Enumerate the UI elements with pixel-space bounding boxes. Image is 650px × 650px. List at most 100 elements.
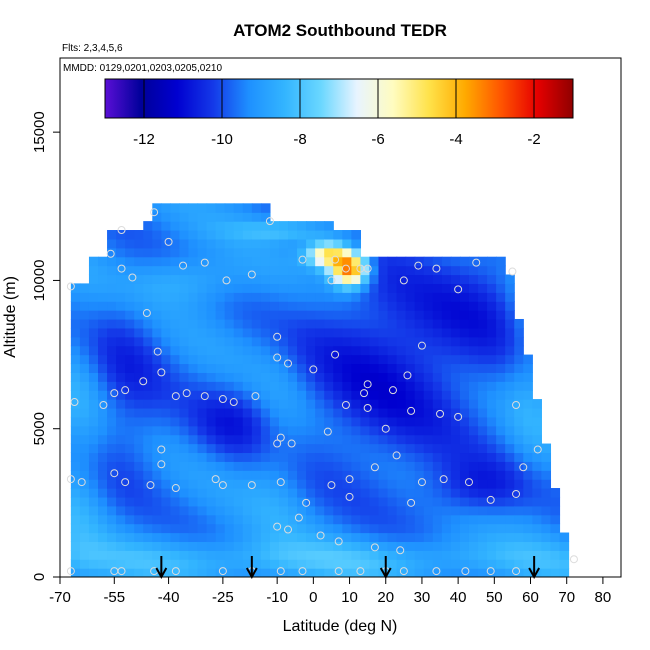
- heatmap-cell: [107, 274, 117, 284]
- heatmap-cell: [242, 363, 253, 373]
- heatmap-cell: [423, 265, 434, 276]
- heatmap-cell: [278, 381, 289, 391]
- heatmap-cell: [70, 425, 81, 436]
- heatmap-cell: [468, 532, 479, 543]
- heatmap-cell: [288, 505, 298, 516]
- heatmap-cell: [251, 345, 262, 356]
- heatmap-cell: [306, 274, 316, 284]
- heatmap-cell: [396, 434, 407, 445]
- heatmap-cell: [269, 256, 280, 267]
- sample-point: [200, 392, 209, 401]
- sample-point: [128, 273, 137, 282]
- heatmap-cell: [487, 407, 497, 418]
- heatmap-cell: [369, 256, 380, 267]
- sample-point: [454, 285, 463, 294]
- heatmap-cell: [206, 265, 217, 276]
- heatmap-cell: [251, 265, 262, 276]
- heatmap-cell: [369, 488, 380, 498]
- heatmap-cell: [70, 301, 81, 311]
- heatmap-cell: [242, 434, 253, 445]
- heatmap-cell: [414, 256, 425, 267]
- heatmap-cell: [360, 310, 371, 320]
- heatmap-cell: [324, 470, 334, 480]
- heatmap-cell: [459, 292, 470, 302]
- heatmap-cell: [134, 381, 144, 391]
- heatmap-cell: [450, 496, 461, 507]
- heatmap-cell: [152, 310, 162, 320]
- heatmap-cell: [369, 568, 380, 577]
- x-tick-label: 80: [595, 589, 612, 606]
- heatmap-cell: [70, 381, 81, 391]
- heatmap-cell: [107, 407, 117, 418]
- heatmap-cell: [324, 461, 334, 471]
- heatmap-cell: [224, 505, 235, 516]
- heatmap-cell: [161, 532, 171, 543]
- heatmap-cell: [441, 318, 452, 329]
- heatmap-cell: [351, 559, 362, 569]
- heatmap-cell: [297, 461, 307, 471]
- heatmap-cell: [306, 247, 316, 258]
- heatmap-cell: [478, 390, 488, 400]
- colorbar-tick-label: -4: [449, 131, 462, 148]
- heatmap-cell: [269, 292, 280, 302]
- heatmap-cell: [206, 310, 217, 320]
- heatmap-cell: [79, 292, 90, 302]
- heatmap-cell: [88, 292, 99, 302]
- heatmap-cell: [134, 354, 144, 365]
- heatmap-cell: [459, 301, 470, 311]
- sample-point: [360, 389, 369, 398]
- heatmap-cell: [125, 470, 135, 480]
- heatmap-cell: [161, 390, 171, 400]
- heatmap-cell: [297, 523, 307, 534]
- heatmap-cell: [134, 238, 144, 249]
- sample-point: [273, 522, 282, 531]
- heatmap-cell: [396, 283, 407, 293]
- heatmap-cell: [260, 505, 271, 516]
- heatmap-cell: [297, 381, 307, 391]
- dates-label: MMDD: 0129,0201,0203,0205,0210: [63, 63, 222, 74]
- heatmap-cell: [532, 470, 542, 480]
- heatmap-cell: [88, 318, 99, 329]
- heatmap-cell: [224, 221, 235, 231]
- heatmap-cell: [143, 505, 153, 516]
- heatmap-cell: [514, 336, 524, 347]
- heatmap-cell: [315, 221, 325, 231]
- heatmap-cell: [143, 381, 153, 391]
- heatmap-cell: [125, 390, 135, 400]
- heatmap-cell: [188, 425, 199, 436]
- heatmap-cell: [306, 372, 316, 382]
- heatmap-cell: [70, 488, 81, 498]
- heatmap-cell: [134, 363, 144, 373]
- heatmap-cell: [550, 541, 561, 551]
- heatmap-cell: [387, 345, 398, 356]
- heatmap-cell: [260, 541, 271, 551]
- sample-point: [331, 350, 340, 359]
- heatmap-cell: [360, 550, 371, 560]
- sample-point: [153, 347, 162, 356]
- heatmap-cell: [206, 434, 217, 445]
- heatmap-cell: [333, 496, 343, 507]
- heatmap-cell: [179, 238, 190, 249]
- heatmap-cell: [333, 283, 343, 293]
- heatmap-cell: [315, 265, 325, 276]
- heatmap-cell: [143, 345, 153, 356]
- heatmap-cell: [414, 416, 425, 427]
- heatmap-cell: [369, 372, 380, 382]
- heatmap-cell: [514, 443, 524, 454]
- heatmap-cell: [306, 559, 316, 569]
- heatmap-cell: [387, 523, 398, 534]
- heatmap-cell: [134, 452, 144, 462]
- heatmap-cell: [251, 230, 262, 240]
- heatmap-cell: [333, 327, 343, 338]
- heatmap-cell: [487, 443, 497, 454]
- heatmap-cell: [360, 568, 371, 577]
- heatmap-cell: [170, 390, 181, 400]
- heatmap-cell: [88, 541, 99, 551]
- heatmap-cell: [251, 336, 262, 347]
- heatmap-cell: [288, 310, 298, 320]
- heatmap-cell: [387, 479, 398, 489]
- heatmap-cell: [188, 541, 199, 551]
- heatmap-cell: [215, 310, 226, 320]
- heatmap-cell: [152, 505, 162, 516]
- sample-point: [273, 353, 282, 362]
